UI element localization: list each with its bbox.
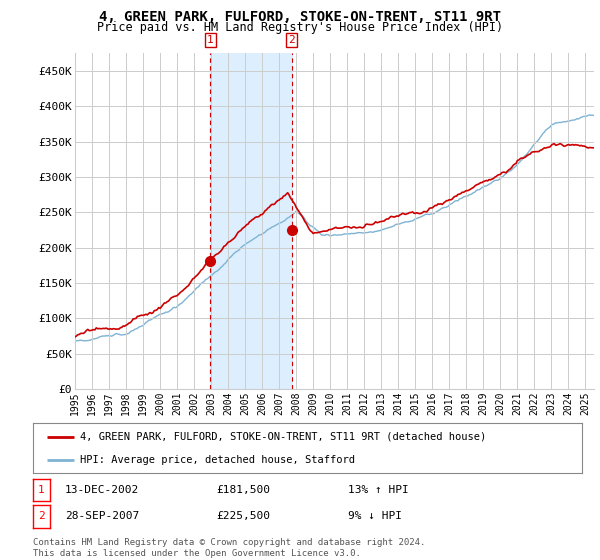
Text: 1: 1 [38,485,45,495]
Text: 13% ↑ HPI: 13% ↑ HPI [348,485,409,495]
Text: 1: 1 [207,35,214,45]
Text: Contains HM Land Registry data © Crown copyright and database right 2024.
This d: Contains HM Land Registry data © Crown c… [33,538,425,558]
Text: 4, GREEN PARK, FULFORD, STOKE-ON-TRENT, ST11 9RT (detached house): 4, GREEN PARK, FULFORD, STOKE-ON-TRENT, … [80,432,486,442]
Text: 28-SEP-2007: 28-SEP-2007 [65,511,139,521]
Text: HPI: Average price, detached house, Stafford: HPI: Average price, detached house, Staf… [80,455,355,465]
Text: 2: 2 [38,511,45,521]
Text: Price paid vs. HM Land Registry's House Price Index (HPI): Price paid vs. HM Land Registry's House … [97,21,503,34]
Text: £225,500: £225,500 [216,511,270,521]
Text: £181,500: £181,500 [216,485,270,495]
Text: 13-DEC-2002: 13-DEC-2002 [65,485,139,495]
Bar [210,53,292,389]
Text: 9% ↓ HPI: 9% ↓ HPI [348,511,402,521]
Text: 2: 2 [289,35,295,45]
Text: 4, GREEN PARK, FULFORD, STOKE-ON-TRENT, ST11 9RT: 4, GREEN PARK, FULFORD, STOKE-ON-TRENT, … [99,10,501,24]
